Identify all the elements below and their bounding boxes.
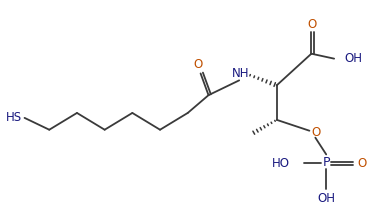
Text: OH: OH	[317, 192, 335, 205]
Text: O: O	[357, 157, 367, 170]
Text: HO: HO	[272, 157, 290, 170]
Text: O: O	[193, 58, 202, 71]
Text: P: P	[322, 156, 330, 169]
Text: OH: OH	[344, 52, 362, 65]
Text: O: O	[312, 126, 321, 139]
Text: HS: HS	[5, 111, 22, 124]
Text: O: O	[308, 18, 317, 31]
Text: NH: NH	[231, 67, 249, 80]
